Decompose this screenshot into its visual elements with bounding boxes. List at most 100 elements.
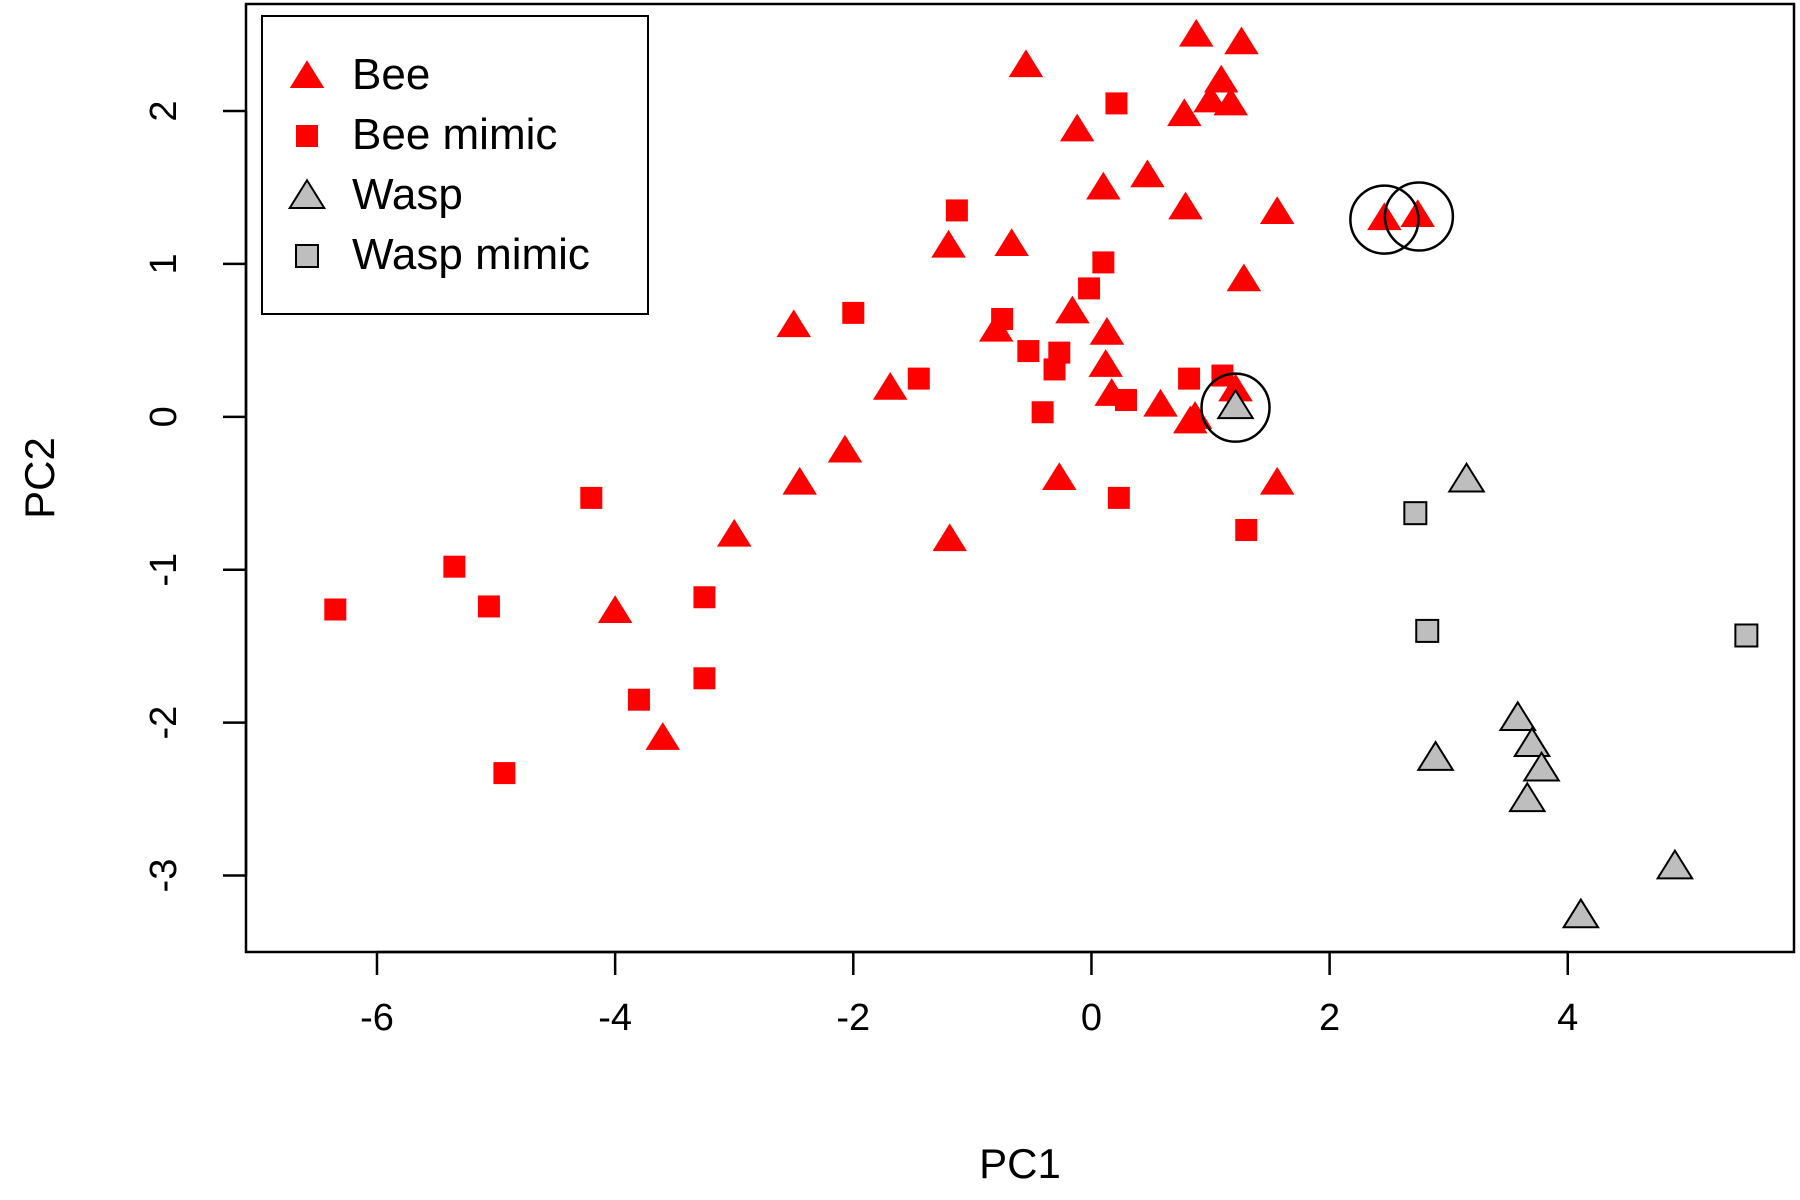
data-point [1092, 251, 1115, 274]
x-axis: -6 -4 -2 0 2 4 [360, 950, 1578, 1039]
y-tick-label: 1 [143, 253, 185, 274]
x-axis-title: PC1 [979, 1140, 1061, 1187]
highlight-circles [1200, 181, 1455, 443]
data-point [932, 523, 967, 552]
data-point [907, 367, 930, 390]
highlight-circle [1200, 372, 1271, 443]
data-point [872, 372, 908, 400]
legend-label: Wasp [352, 170, 463, 219]
data-point [1114, 389, 1137, 412]
data-point [827, 434, 863, 463]
data-point [693, 667, 716, 690]
data-point [945, 199, 968, 222]
data-point [645, 722, 681, 750]
y-tick-label: -3 [143, 859, 185, 893]
data-point [1259, 466, 1295, 495]
data-point [1031, 401, 1054, 424]
legend-marker [289, 60, 325, 88]
legend-marker [287, 178, 327, 209]
data-point [1107, 486, 1130, 509]
highlight-circle [1383, 181, 1455, 252]
data-point [1105, 92, 1128, 115]
series-wasp-mimic [1403, 501, 1759, 648]
series-bee [597, 18, 1435, 750]
data-point [1508, 781, 1547, 813]
data-point [477, 595, 500, 618]
y-tick-label: 0 [143, 406, 185, 427]
data-point [1042, 462, 1077, 490]
data-point [493, 762, 516, 785]
data-point [597, 595, 633, 624]
data-point [1088, 349, 1123, 377]
data-point [1734, 623, 1759, 648]
data-point [1089, 316, 1125, 345]
data-point [1086, 171, 1121, 200]
data-point [1043, 358, 1066, 381]
highlight-circle [1349, 184, 1420, 255]
data-point [1168, 191, 1203, 220]
data-point [1416, 740, 1455, 771]
series-bee-mimic [324, 92, 1258, 785]
data-point [1213, 87, 1249, 116]
data-point [580, 486, 603, 509]
series-wasp [1216, 388, 1694, 929]
data-point [1008, 49, 1044, 78]
data-point [1178, 18, 1214, 47]
y-axis-title: PC2 [16, 437, 63, 519]
data-point [1226, 263, 1262, 292]
data-point [1055, 295, 1090, 324]
data-point [1078, 277, 1101, 300]
data-point [1415, 618, 1440, 643]
x-tick-label: -4 [598, 997, 632, 1039]
data-point [1522, 750, 1561, 782]
data-point [1218, 373, 1253, 402]
legend-marker [295, 244, 319, 268]
data-point [1203, 64, 1239, 93]
data-point [1224, 26, 1259, 55]
data-point [1561, 897, 1600, 929]
x-tick-label: 0 [1081, 997, 1102, 1039]
y-axis: -3 -2 -1 0 1 2 [143, 100, 248, 893]
data-point [1512, 726, 1552, 758]
legend-label: Wasp mimic [352, 230, 590, 279]
y-tick-label: -2 [143, 706, 185, 740]
data-point [1498, 700, 1537, 732]
data-point [1403, 501, 1428, 526]
data-point [1130, 159, 1165, 188]
data-point [693, 586, 716, 609]
data-point [1048, 341, 1071, 364]
x-tick-label: 2 [1319, 997, 1340, 1039]
data-point [443, 555, 466, 578]
legend: Bee Bee mimic Wasp Wasp mimic [261, 15, 649, 315]
data-point [782, 466, 817, 495]
data-point [1216, 388, 1255, 420]
x-tick-label: -6 [360, 997, 394, 1039]
y-tick-label: -1 [143, 553, 185, 587]
data-point [716, 518, 752, 547]
data-point [842, 301, 865, 324]
data-point [1167, 98, 1202, 127]
data-point [627, 688, 650, 711]
y-tick-label: 2 [143, 100, 185, 121]
data-point [994, 228, 1029, 257]
data-point [991, 307, 1014, 330]
legend-label: Bee [352, 50, 430, 99]
data-point [1178, 367, 1201, 390]
data-point [1259, 196, 1295, 224]
data-point [1059, 113, 1095, 142]
data-point [324, 598, 347, 621]
data-point [1447, 461, 1486, 493]
data-point [776, 309, 812, 338]
data-point [1017, 340, 1040, 363]
legend-box [261, 15, 649, 315]
data-point [1655, 848, 1694, 880]
data-points [324, 18, 1759, 929]
data-point [1193, 84, 1228, 113]
legend-label: Bee mimic [352, 110, 557, 159]
legend-marker [296, 125, 318, 147]
x-tick-label: -2 [836, 997, 870, 1039]
x-tick-label: 4 [1557, 997, 1578, 1039]
data-point [1143, 388, 1178, 417]
data-point [931, 229, 966, 258]
